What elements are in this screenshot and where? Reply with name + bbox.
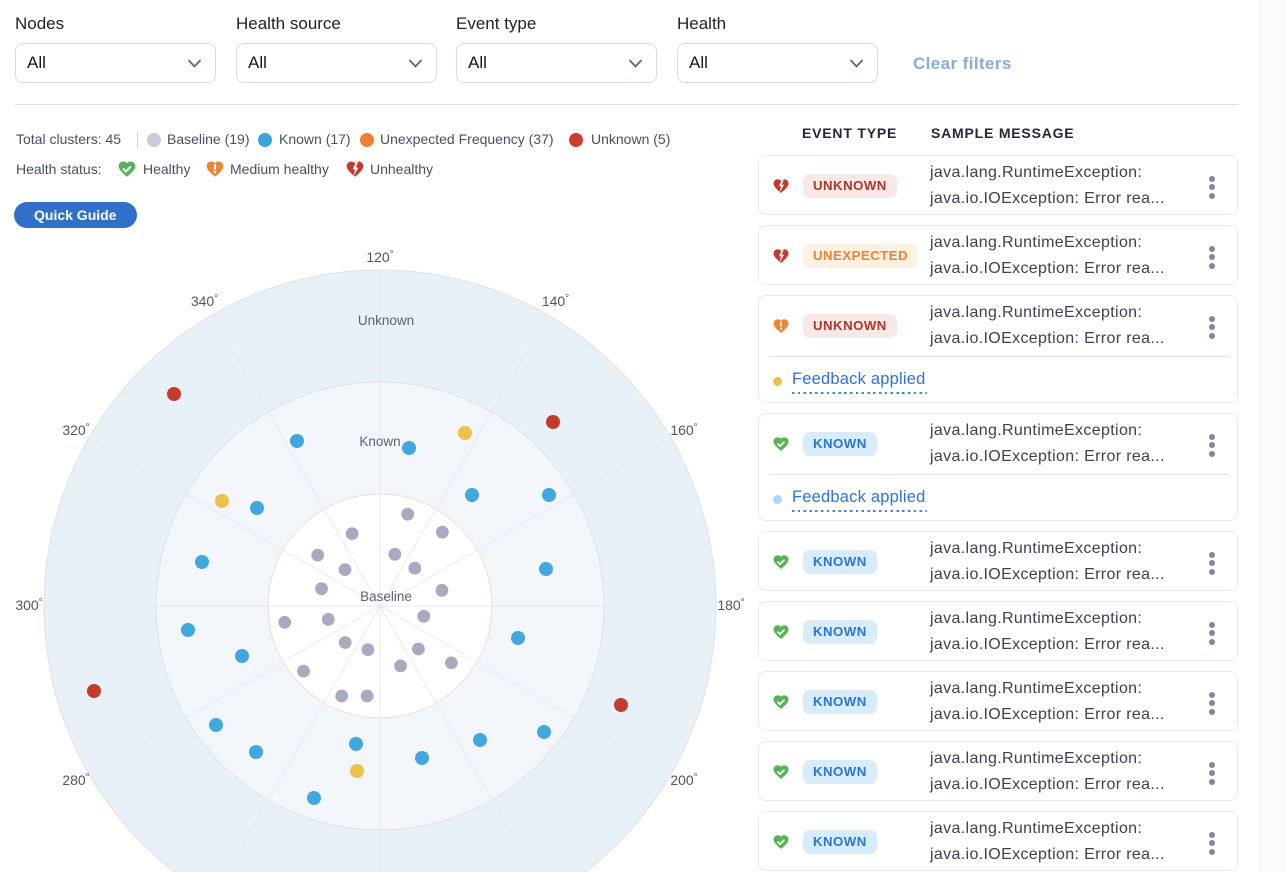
svg-text:160°: 160° (670, 422, 697, 438)
svg-text:140°: 140° (542, 293, 569, 309)
svg-text:Baseline: Baseline (360, 589, 412, 604)
svg-text:200°: 200° (670, 772, 697, 788)
svg-text:300°: 300° (15, 597, 42, 613)
svg-text:180°: 180° (717, 597, 744, 613)
svg-text:120°: 120° (366, 249, 393, 265)
svg-text:340°: 340° (191, 293, 218, 309)
svg-text:Unknown: Unknown (358, 313, 414, 328)
svg-text:320°: 320° (62, 422, 89, 438)
svg-text:Known: Known (359, 434, 400, 449)
svg-text:280°: 280° (62, 772, 89, 788)
